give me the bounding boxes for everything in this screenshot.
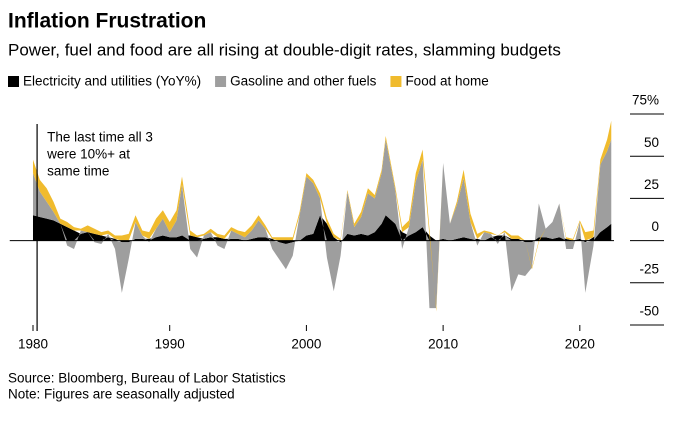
source: Source: Bloomberg, Bureau of Labor Stati… [8,371,286,386]
legend-label: Food at home [405,74,488,89]
legend-swatch [215,76,227,87]
area [32,215,612,244]
x-tick-label: 1980 [18,337,48,352]
y-tick-label: 0 [651,219,659,234]
legend-label: Electricity and utilities (YoY%) [23,74,201,89]
y-tick-label: 25 [644,177,659,192]
y-tick-label: -25 [639,261,659,276]
annotation-text: The last time all 3 [47,130,153,145]
x-tick-label: 2010 [428,337,458,352]
legend: Electricity and utilities (YoY%) Gasoline… [8,74,489,89]
y-tick-label: -50 [639,304,659,319]
x-tick-label: 2000 [291,337,321,352]
note: Note: Figures are seasonally adjusted [8,387,235,402]
legend-label: Gasoline and other fuels [230,74,377,89]
annotation-text: were 10%+ at [46,147,130,162]
legend-swatch [390,76,402,87]
chart-title: Inflation Frustration [8,10,206,33]
plot-area [9,120,614,312]
legend-swatch [8,76,19,87]
chart-subtitle: Power, fuel and food are all rising at d… [8,40,561,59]
y-tick-label: 50 [644,135,659,150]
annotation-text: same time [47,164,109,179]
y-tick-label: 75% [632,93,659,108]
x-tick-label: 2020 [565,337,595,352]
x-tick-label: 1990 [155,337,185,352]
